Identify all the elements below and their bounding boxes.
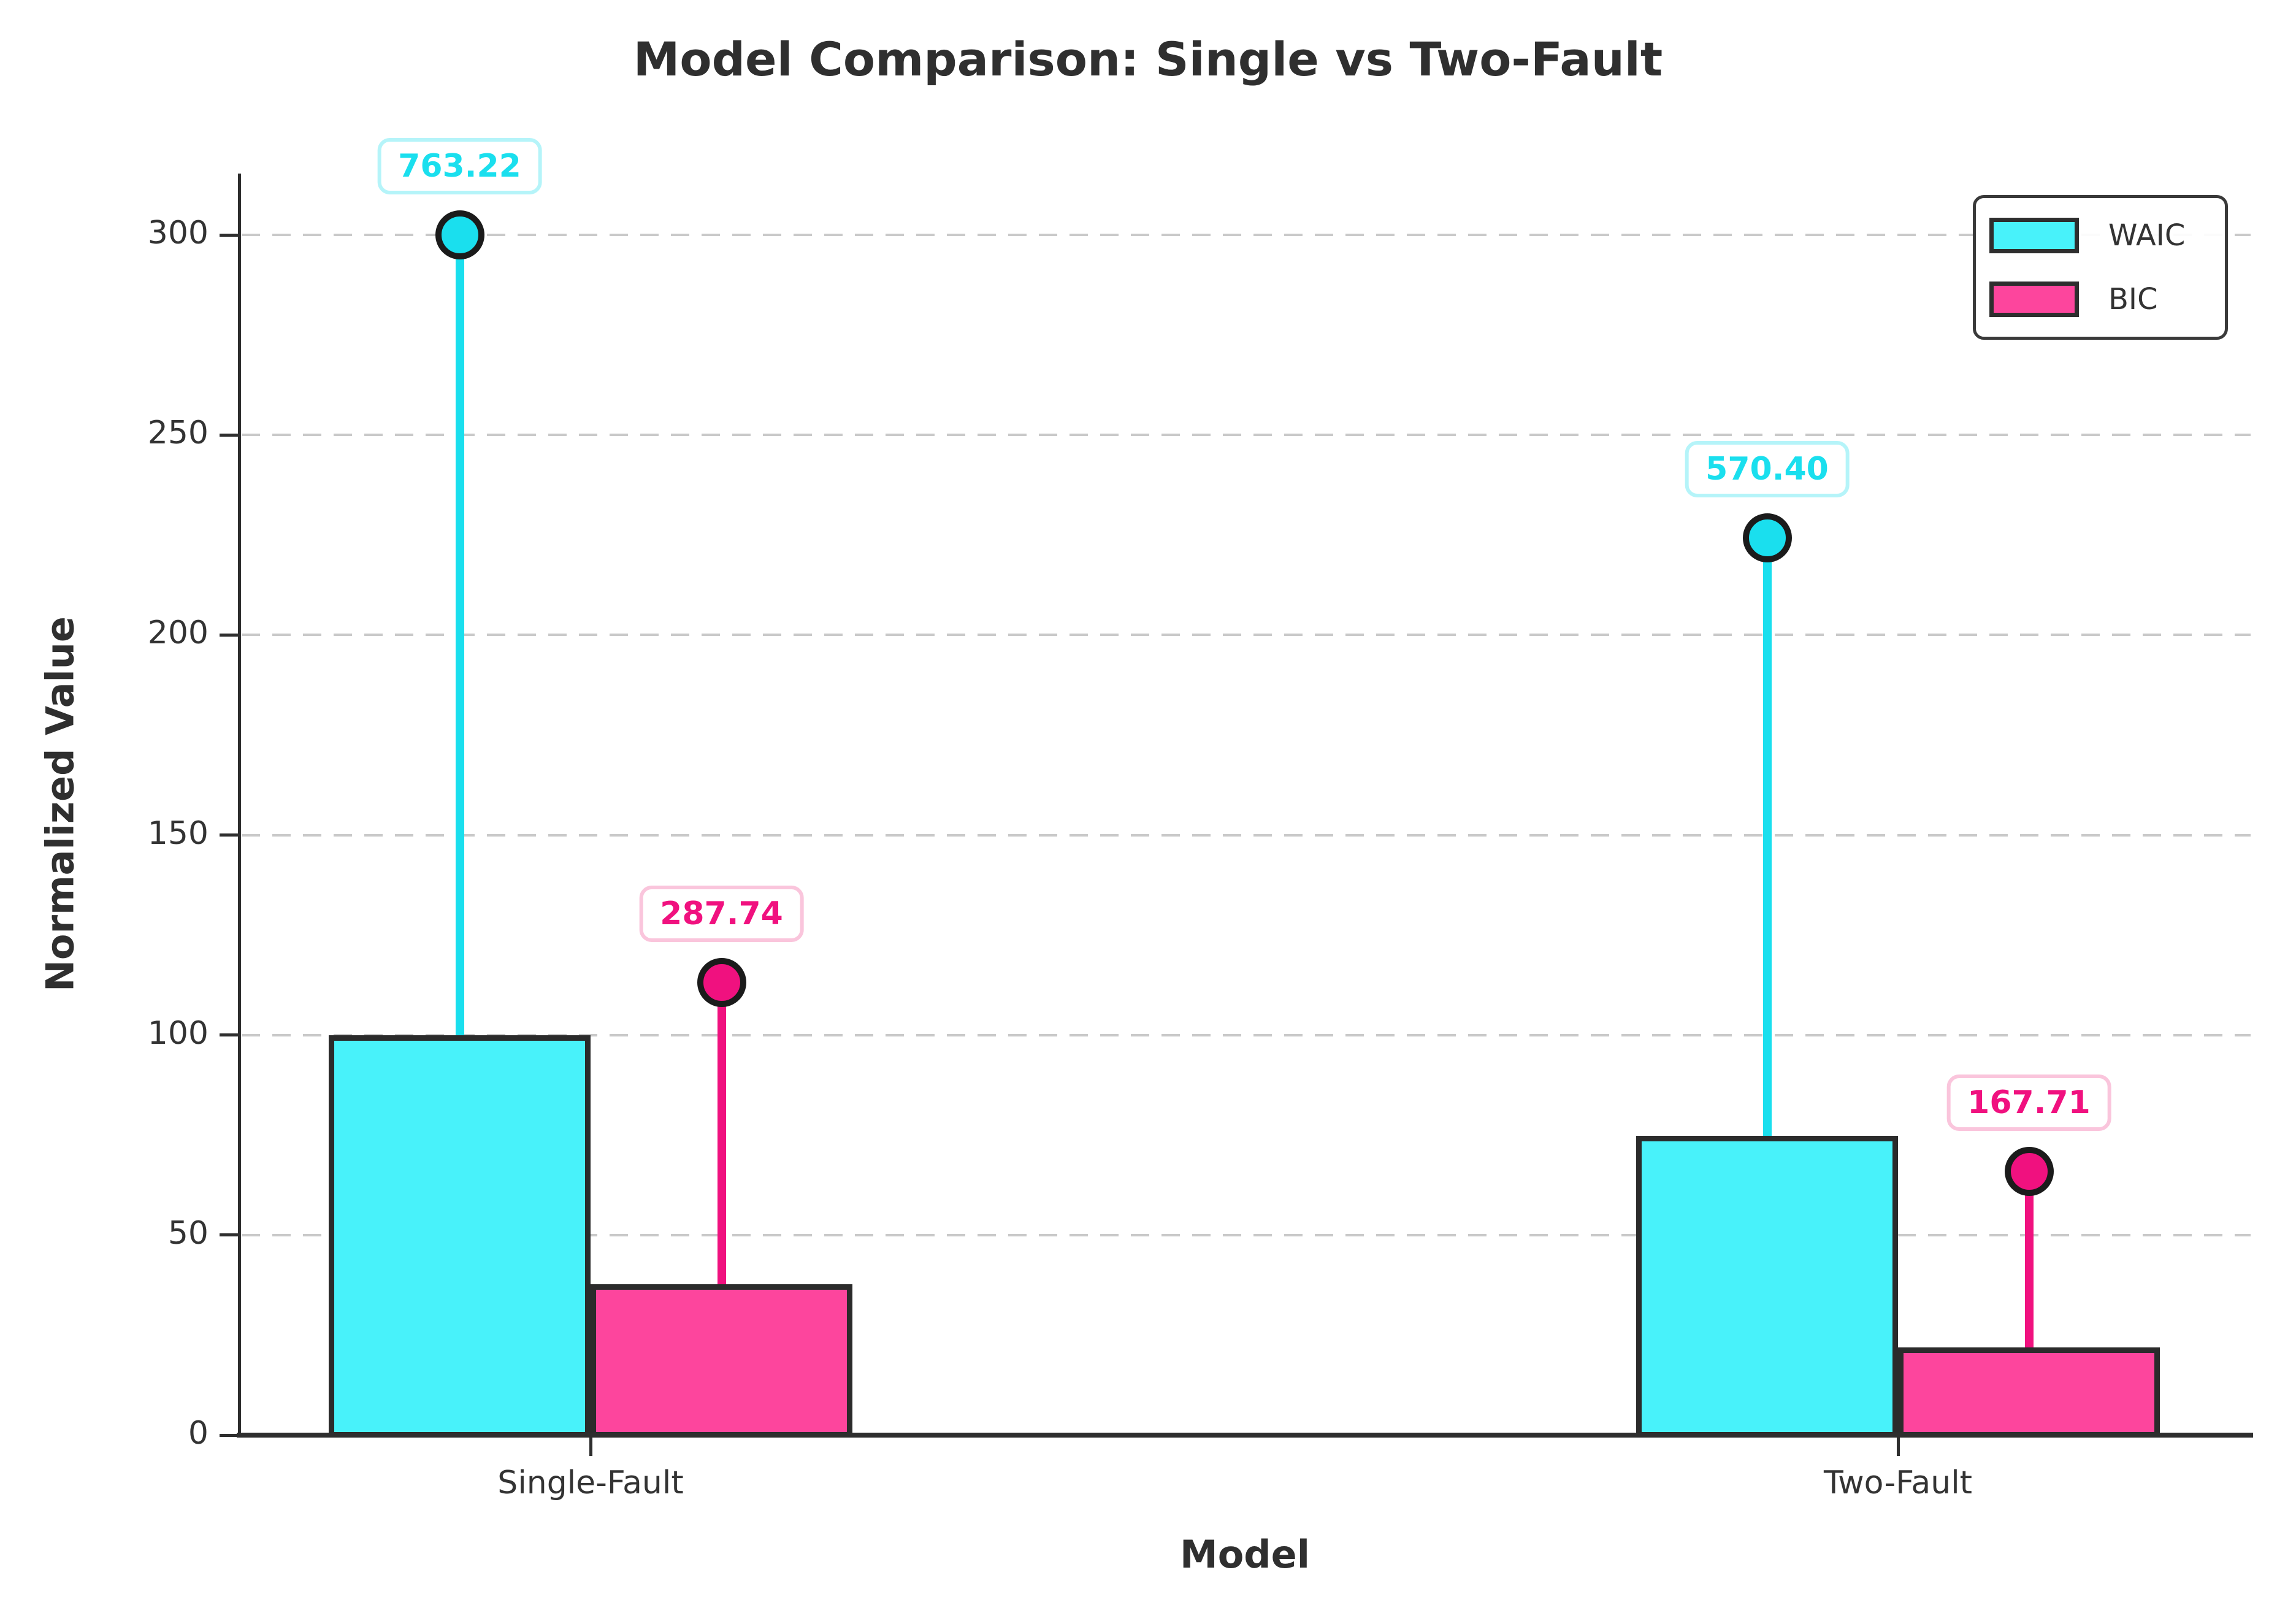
x-tick-single-fault <box>589 1438 592 1456</box>
bar-waic-single-fault <box>329 1035 591 1438</box>
y-axis-spine <box>238 174 241 1438</box>
gridline-50 <box>242 1233 2251 1236</box>
y-tick-label-0: 0 <box>188 1415 209 1452</box>
annotation-waic-two-fault: 570.40 <box>1685 441 1850 498</box>
annotation-bic-single-fault: 287.74 <box>639 886 804 943</box>
stem-waic-single-fault <box>455 235 464 1035</box>
y-tick-200 <box>220 633 239 637</box>
stem-waic-two-fault <box>1762 538 1772 1136</box>
chart-title: Model Comparison: Single vs Two-Fault <box>633 32 1663 86</box>
annotation-bic-two-fault: 167.71 <box>1946 1074 2111 1131</box>
y-tick-0 <box>220 1433 239 1437</box>
marker-bic-two-fault <box>2004 1146 2054 1196</box>
y-tick-label-50: 50 <box>167 1214 209 1252</box>
marker-bic-single-fault <box>697 958 746 1008</box>
y-tick-150 <box>220 833 239 837</box>
plot-area: 0 50 100 150 200 250 300 Single-Fault Two-Fault 7… <box>148 138 2253 1501</box>
bic-legend-label: BIC <box>2108 282 2158 316</box>
bar-waic-two-fault <box>1636 1136 1899 1438</box>
y-tick-label-100: 100 <box>147 1014 209 1052</box>
y-tick-label-200: 200 <box>147 615 209 652</box>
bar-bic-single-fault <box>591 1284 853 1438</box>
legend-item-bic: BIC <box>1989 282 2225 317</box>
bar-bic-two-fault <box>1898 1347 2160 1438</box>
gridline-150 <box>242 833 2251 837</box>
y-tick-50 <box>220 1233 239 1237</box>
y-tick-label-150: 150 <box>147 814 209 852</box>
y-tick-250 <box>220 433 239 437</box>
gridline-200 <box>242 634 2251 637</box>
annotation-waic-single-fault: 763.22 <box>377 138 542 194</box>
waic-legend-label: WAIC <box>2108 218 2186 253</box>
marker-waic-single-fault <box>435 210 484 259</box>
x-axis-spine <box>237 1433 2253 1438</box>
y-tick-100 <box>220 1033 239 1037</box>
y-tick-300 <box>220 233 239 237</box>
stem-bic-single-fault <box>717 983 726 1285</box>
y-axis-label: Normalized Value <box>37 616 83 992</box>
gridline-300 <box>242 234 2251 236</box>
marker-waic-two-fault <box>1742 513 1792 563</box>
stem-bic-two-fault <box>2024 1171 2034 1347</box>
x-tick-two-fault <box>1896 1438 1900 1456</box>
x-tick-label-single-fault: Single-Fault <box>497 1465 684 1501</box>
x-axis-label: Model <box>1180 1532 1310 1577</box>
gridline-250 <box>242 434 2251 437</box>
y-tick-label-250: 250 <box>147 415 209 452</box>
gridline-100 <box>242 1033 2251 1036</box>
bic-legend-swatch <box>1989 282 2079 317</box>
y-tick-label-300: 300 <box>147 215 209 251</box>
waic-legend-swatch <box>1989 218 2079 253</box>
legend-item-waic: WAIC <box>1989 218 2225 253</box>
x-tick-label-two-fault: Two-Fault <box>1824 1465 1973 1501</box>
legend: WAIC BIC <box>1973 195 2228 340</box>
